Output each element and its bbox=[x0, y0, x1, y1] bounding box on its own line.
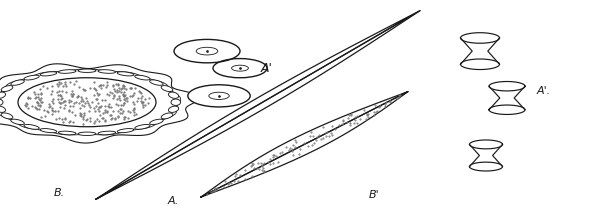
Polygon shape bbox=[489, 82, 525, 91]
Text: B': B' bbox=[369, 190, 380, 200]
Ellipse shape bbox=[135, 75, 150, 80]
Ellipse shape bbox=[58, 70, 76, 73]
Polygon shape bbox=[96, 11, 420, 199]
Polygon shape bbox=[201, 92, 408, 197]
Ellipse shape bbox=[161, 86, 173, 92]
Ellipse shape bbox=[24, 124, 39, 129]
Polygon shape bbox=[470, 140, 503, 149]
Text: A'.: A'. bbox=[537, 86, 551, 96]
Ellipse shape bbox=[11, 80, 25, 85]
Ellipse shape bbox=[1, 113, 13, 119]
Ellipse shape bbox=[169, 92, 179, 98]
Ellipse shape bbox=[98, 131, 116, 135]
Ellipse shape bbox=[117, 72, 134, 76]
Ellipse shape bbox=[117, 129, 134, 133]
Ellipse shape bbox=[169, 106, 179, 112]
Text: A.: A. bbox=[168, 196, 179, 206]
Circle shape bbox=[188, 85, 250, 107]
Polygon shape bbox=[470, 162, 503, 171]
Text: B.: B. bbox=[54, 188, 65, 198]
Ellipse shape bbox=[58, 131, 76, 135]
Ellipse shape bbox=[1, 86, 13, 92]
Circle shape bbox=[174, 39, 240, 63]
Polygon shape bbox=[461, 59, 499, 69]
Ellipse shape bbox=[78, 69, 96, 72]
Ellipse shape bbox=[78, 132, 96, 135]
Ellipse shape bbox=[149, 119, 163, 125]
Polygon shape bbox=[0, 64, 199, 143]
Ellipse shape bbox=[24, 75, 39, 80]
Ellipse shape bbox=[0, 106, 5, 112]
Ellipse shape bbox=[161, 113, 173, 119]
Circle shape bbox=[18, 78, 156, 127]
Circle shape bbox=[213, 59, 267, 78]
Ellipse shape bbox=[135, 124, 150, 129]
Ellipse shape bbox=[0, 92, 5, 98]
Ellipse shape bbox=[40, 129, 57, 133]
Ellipse shape bbox=[98, 70, 116, 73]
Polygon shape bbox=[489, 105, 525, 114]
Ellipse shape bbox=[40, 72, 57, 76]
Polygon shape bbox=[461, 33, 499, 43]
Ellipse shape bbox=[0, 99, 3, 105]
Ellipse shape bbox=[149, 80, 163, 85]
Text: A': A' bbox=[261, 62, 273, 75]
Ellipse shape bbox=[11, 119, 25, 125]
Ellipse shape bbox=[171, 99, 181, 105]
